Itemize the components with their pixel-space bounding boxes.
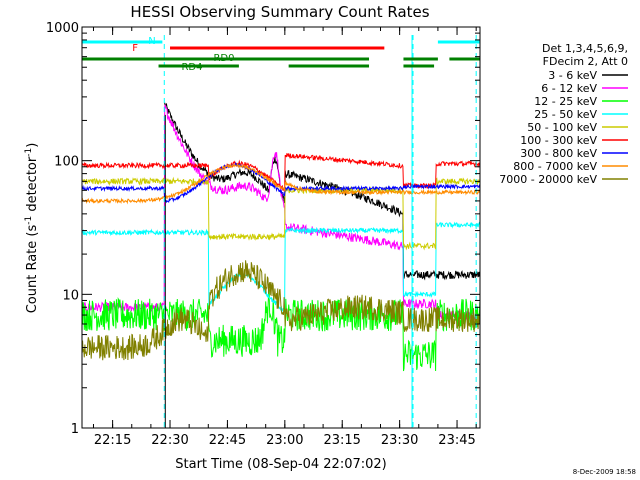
legend-entry-label: 300 - 800 keV xyxy=(520,147,597,160)
x-tick-label: 23:00 xyxy=(266,433,303,448)
legend-entry-label: 6 - 12 keV xyxy=(541,82,597,95)
legend-entry-label: 3 - 6 keV xyxy=(548,69,597,82)
plot-frame xyxy=(81,26,481,429)
series-line-6-12kev xyxy=(82,104,480,321)
y-axis-label-sup1: -1 xyxy=(24,216,34,225)
flag-label-rd0: RD0 xyxy=(213,53,234,64)
footer-timestamp: 8-Dec-2009 18:58 xyxy=(573,468,636,476)
x-tick-label: 22:30 xyxy=(151,433,188,448)
legend-entry-label: 50 - 100 keV xyxy=(527,121,597,134)
axis-ticks: 22:15 22:30 22:45 23:00 23:15 23:30 23:45 1 10 10… xyxy=(46,21,480,448)
y-tick-label: 100 xyxy=(54,155,79,170)
y-axis-label-end: ) xyxy=(25,143,40,148)
y-axis-label-main: Count Rate (s xyxy=(25,225,40,314)
data-series-layer xyxy=(82,35,480,428)
y-axis-label-sup2: -1 xyxy=(24,148,34,157)
x-tick-label: 23:15 xyxy=(323,433,360,448)
x-tick-label: 22:15 xyxy=(94,433,131,448)
series-line-300-800kev xyxy=(82,161,480,204)
series-line-7000-20000kev xyxy=(82,260,480,361)
legend-entry-label: 100 - 300 keV xyxy=(520,134,597,147)
y-tick-label: 1 xyxy=(71,422,79,437)
flag-label-rd4: RD4 xyxy=(181,62,202,73)
legend: Det 1,3,4,5,6,9,FDecim 2, Att 03 - 6 keV… xyxy=(499,42,628,186)
x-axis-label: Start Time (08-Sep-04 22:07:02) xyxy=(175,457,386,472)
y-axis-label-mid: detector xyxy=(25,156,40,216)
legend-header-line: FDecim 2, Att 0 xyxy=(543,55,628,68)
series-line-100-300kev xyxy=(82,152,480,192)
flag-label-n: N xyxy=(148,36,155,47)
series-line-3-6kev xyxy=(164,102,480,281)
x-tick-label: 23:30 xyxy=(381,433,418,448)
series-line-12-25kev xyxy=(82,289,480,372)
legend-entry-label: 800 - 7000 keV xyxy=(513,160,597,173)
legend-header-line: Det 1,3,4,5,6,9, xyxy=(542,42,628,55)
x-tick-label: 22:45 xyxy=(209,433,246,448)
flag-label-f: F xyxy=(132,43,138,54)
legend-entry-label: 12 - 25 keV xyxy=(534,95,597,108)
observing-flags: NF RD0 RD4 xyxy=(82,36,480,73)
x-tick-label: 23:45 xyxy=(438,433,475,448)
y-axis-label: Count Rate (s-1 detector-1) xyxy=(24,143,40,314)
legend-entry-label: 7000 - 20000 keV xyxy=(499,173,597,186)
legend-entry-label: 25 - 50 keV xyxy=(534,108,597,121)
chart-title: HESSI Observing Summary Count Rates xyxy=(130,3,429,21)
y-tick-label: 10 xyxy=(62,288,79,303)
y-tick-label: 1000 xyxy=(46,21,79,36)
